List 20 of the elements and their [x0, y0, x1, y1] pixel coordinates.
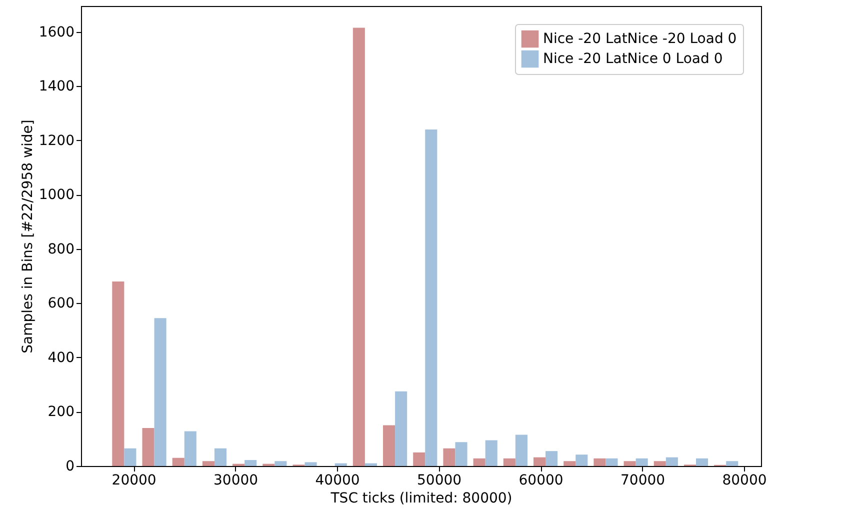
x-axis-title: TSC ticks (limited: 80000) — [330, 490, 512, 506]
y-axis-title: Samples in Bins [#22/2958 wide] — [20, 120, 36, 354]
legend-label: Nice -20 LatNice -20 Load 0 — [543, 31, 737, 47]
y-tick-label: 1400 — [38, 78, 74, 95]
x-tick-label: 80000 — [722, 472, 767, 488]
y-tick-label: 1600 — [38, 24, 74, 40]
x-tick-label: 60000 — [518, 472, 564, 488]
y-tick-label: 400 — [48, 350, 74, 366]
y-tick-label: 1000 — [38, 187, 74, 204]
y-tick-label: 600 — [48, 296, 74, 312]
legend-label: Nice -20 LatNice 0 Load 0 — [543, 51, 723, 67]
y-tick-label: 200 — [48, 404, 74, 420]
x-tick-label: 30000 — [214, 472, 258, 488]
y-tick-label: 0 — [66, 458, 74, 474]
y-tick-label: 800 — [48, 241, 74, 258]
x-tick-label: 50000 — [417, 472, 462, 488]
x-tick-label: 20000 — [112, 472, 156, 488]
y-tick-label: 1200 — [38, 132, 74, 149]
x-tick-label: 40000 — [315, 472, 360, 488]
x-tick-label: 70000 — [620, 472, 666, 488]
